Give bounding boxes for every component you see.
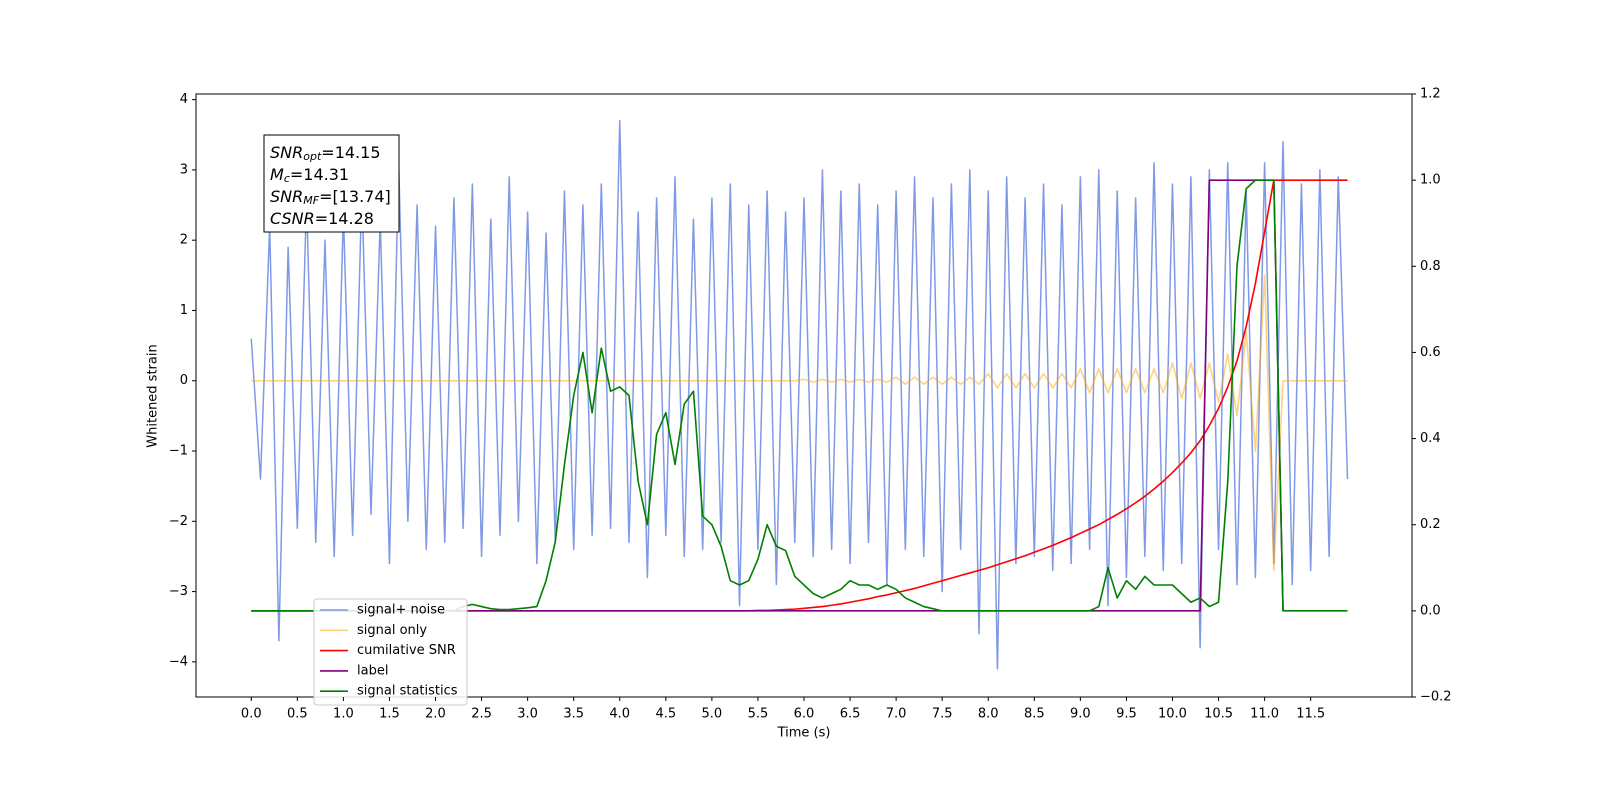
annotation-subscript: c	[284, 172, 290, 185]
x-tick-label: 10.0	[1158, 707, 1187, 722]
series-line	[250, 119, 1349, 670]
y2-tick-label: 0.8	[1420, 259, 1441, 274]
annotation-text: CSNR=14.28	[270, 209, 374, 228]
annotation-subscript: opt	[303, 150, 322, 163]
y-tick-label: −4	[169, 654, 188, 669]
x-tick-label: 11.5	[1296, 707, 1325, 722]
series-line	[251, 179, 1284, 612]
y-tick-label: −3	[169, 584, 188, 599]
annotation-box: SNRopt=14.15Mc=14.31SNRMF=[13.74]CSNR=14…	[263, 134, 400, 233]
x-tick-label: 1.0	[333, 707, 354, 722]
legend-frame	[313, 598, 468, 706]
annotation-text: SNRMF=[13.74]	[270, 187, 391, 208]
x-tick-label: 1.5	[379, 707, 400, 722]
annotation-value: =14.31	[290, 165, 349, 184]
y-tick-label: −1	[169, 444, 188, 459]
y-tick-label: −2	[169, 514, 188, 529]
y2-tick-label: 1.0	[1420, 173, 1441, 188]
x-tick-label: 0.5	[287, 707, 308, 722]
y2-tick-label: −0.2	[1420, 690, 1452, 705]
y-tick-label: 4	[180, 92, 188, 107]
x-tick-label: 5.5	[748, 707, 769, 722]
x-tick-label: 3.5	[563, 707, 584, 722]
annotation-text: Mc=14.31	[270, 165, 349, 186]
annotation-subscript: MF	[303, 194, 319, 207]
x-tick-label: 2.0	[425, 707, 446, 722]
x-tick-label: 0.0	[241, 707, 262, 722]
y-axis-label: Whitened strain	[146, 344, 161, 447]
y-tick-label: 0	[180, 373, 188, 388]
x-tick-label: 8.0	[978, 707, 999, 722]
annotation-text: SNRopt=14.15	[270, 143, 381, 164]
x-tick-label: 9.0	[1070, 707, 1091, 722]
annotation-symbol: M	[270, 165, 284, 184]
legend-label: label	[357, 663, 388, 678]
y-tick-label: 2	[180, 233, 188, 248]
annotation-value: =14.15	[321, 143, 380, 162]
x-tick-label: 2.5	[471, 707, 492, 722]
x-tick-label: 3.0	[517, 707, 538, 722]
legend: signal+ noise signal only cumilative SNR la…	[313, 598, 468, 706]
annotation-symbol: CSNR	[270, 209, 315, 228]
y2-tick-label: 0.2	[1420, 517, 1441, 532]
y-tick-label: 3	[180, 162, 188, 177]
y2-tick-label: 0.0	[1420, 603, 1441, 618]
x-tick-label: 7.5	[932, 707, 953, 722]
x-tick-label: 9.5	[1116, 707, 1137, 722]
x-tick-label: 6.0	[794, 707, 815, 722]
legend-label: signal+ noise	[357, 603, 445, 618]
x-tick-label: 10.5	[1204, 707, 1233, 722]
annotation-frame	[263, 134, 400, 233]
annotation-symbol: SNR	[270, 187, 303, 206]
legend-label: signal only	[357, 623, 427, 638]
x-tick-label: 11.0	[1250, 707, 1279, 722]
series-line	[251, 274, 1348, 572]
y2-tick-label: 0.4	[1420, 431, 1441, 446]
x-tick-label: 4.5	[655, 707, 676, 722]
y2-tick-label: 0.6	[1420, 345, 1441, 360]
x-tick-label: 6.5	[840, 707, 861, 722]
annotation-symbol: SNR	[270, 143, 303, 162]
plot-area	[250, 119, 1349, 670]
x-tick-label: 7.0	[886, 707, 907, 722]
x-tick-label: 5.0	[702, 707, 723, 722]
x-tick-label: 4.0	[609, 707, 630, 722]
x-axis-label: Time (s)	[777, 726, 831, 741]
legend-label: cumilative SNR	[357, 643, 456, 658]
annotation-value: =[13.74]	[319, 187, 391, 206]
y-tick-label: 1	[180, 303, 188, 318]
legend-label: signal statistics	[357, 684, 458, 699]
y2-tick-label: 1.2	[1420, 87, 1441, 102]
annotation-value: =14.28	[315, 209, 374, 228]
x-tick-label: 8.5	[1024, 707, 1045, 722]
